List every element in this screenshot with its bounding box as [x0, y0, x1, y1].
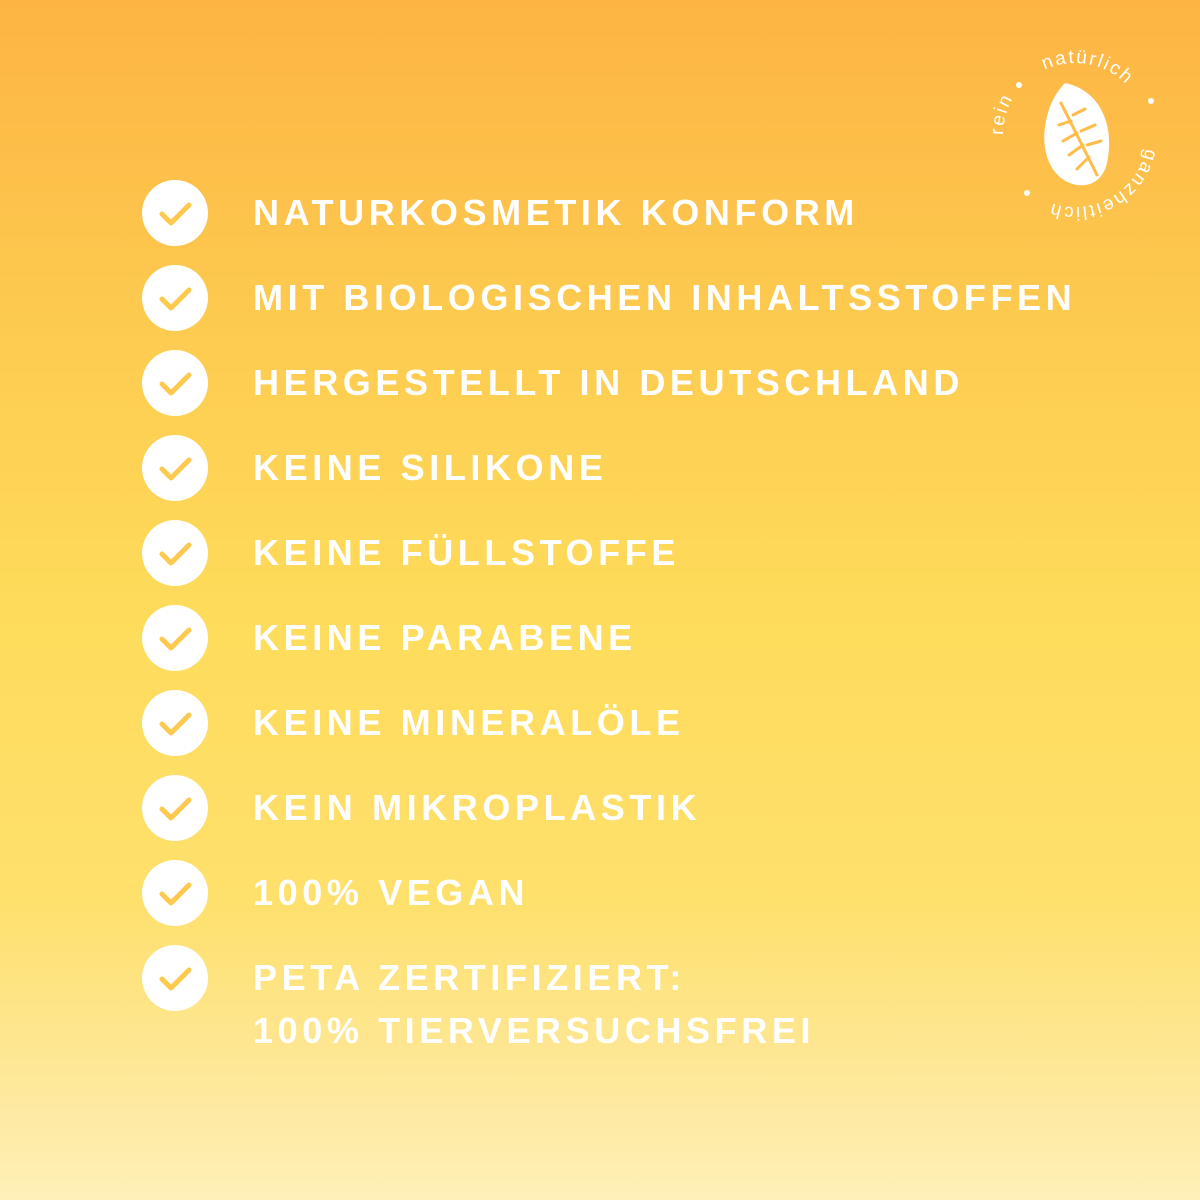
- check-circle-icon: [142, 690, 208, 756]
- check-circle-icon: [142, 520, 208, 586]
- feature-label: MIT BIOLOGISCHEN INHALTSSTOFFEN: [253, 265, 1076, 331]
- feature-label: PETA ZERTIFIZIERT: 100% TIERVERSUCHSFREI: [253, 945, 816, 1051]
- feature-text: KEIN MIKROPLASTIK: [253, 787, 702, 828]
- feature-label: KEIN MIKROPLASTIK: [253, 775, 701, 841]
- check-circle-icon: [142, 350, 208, 416]
- feature-label: 100% VEGAN: [253, 860, 529, 926]
- feature-text: MIT BIOLOGISCHEN INHALTSSTOFFEN: [253, 277, 1077, 318]
- feature-item: KEINE SILIKONE: [142, 435, 607, 501]
- feature-item: HERGESTELLT IN DEUTSCHLAND: [142, 350, 964, 416]
- leaf-icon: [1044, 83, 1110, 186]
- feature-item: KEINE MINERALÖLE: [142, 690, 685, 756]
- feature-text: KEINE PARABENE: [253, 617, 637, 658]
- check-circle-icon: [142, 180, 208, 246]
- feature-label: KEINE MINERALÖLE: [253, 690, 685, 756]
- feature-label: KEINE SILIKONE: [253, 435, 607, 501]
- feature-label: HERGESTELLT IN DEUTSCHLAND: [253, 350, 964, 416]
- check-circle-icon: [142, 435, 208, 501]
- feature-text: 100% VEGAN: [253, 872, 530, 913]
- badge-word-rein: rein: [987, 90, 1018, 135]
- feature-text-line2: 100% TIERVERSUCHSFREI: [253, 1010, 816, 1051]
- check-circle-icon: [142, 605, 208, 671]
- feature-label: NATURKOSMETIK KONFORM: [253, 180, 859, 246]
- check-circle-icon: [142, 775, 208, 841]
- feature-text: NATURKOSMETIK KONFORM: [253, 192, 859, 233]
- feature-label: KEINE FÜLLSTOFFE: [253, 520, 680, 586]
- feature-item: 100% VEGAN: [142, 860, 529, 926]
- feature-text: KEINE MINERALÖLE: [253, 702, 685, 743]
- feature-text: KEINE SILIKONE: [253, 447, 608, 488]
- check-circle-icon: [142, 860, 208, 926]
- feature-text: HERGESTELLT IN DEUTSCHLAND: [253, 362, 964, 403]
- feature-item: KEINE FÜLLSTOFFE: [142, 520, 680, 586]
- badge-word-natuerlich: natürlich: [1039, 47, 1138, 89]
- feature-text: PETA ZERTIFIZIERT:: [253, 957, 686, 998]
- feature-text: KEINE FÜLLSTOFFE: [253, 532, 680, 573]
- feature-item: NATURKOSMETIK KONFORM: [142, 180, 859, 246]
- feature-label: KEINE PARABENE: [253, 605, 637, 671]
- natural-badge: natürlich ganzheitlich rein: [985, 45, 1165, 230]
- feature-item: KEINE PARABENE: [142, 605, 637, 671]
- svg-text:rein: rein: [987, 90, 1018, 135]
- check-circle-icon: [142, 265, 208, 331]
- feature-item: KEIN MIKROPLASTIK: [142, 775, 701, 841]
- check-circle-icon: [142, 945, 208, 1011]
- feature-item: MIT BIOLOGISCHEN INHALTSSTOFFEN: [142, 265, 1076, 331]
- feature-item: PETA ZERTIFIZIERT: 100% TIERVERSUCHSFREI: [142, 945, 816, 1051]
- svg-text:natürlich: natürlich: [1039, 47, 1138, 89]
